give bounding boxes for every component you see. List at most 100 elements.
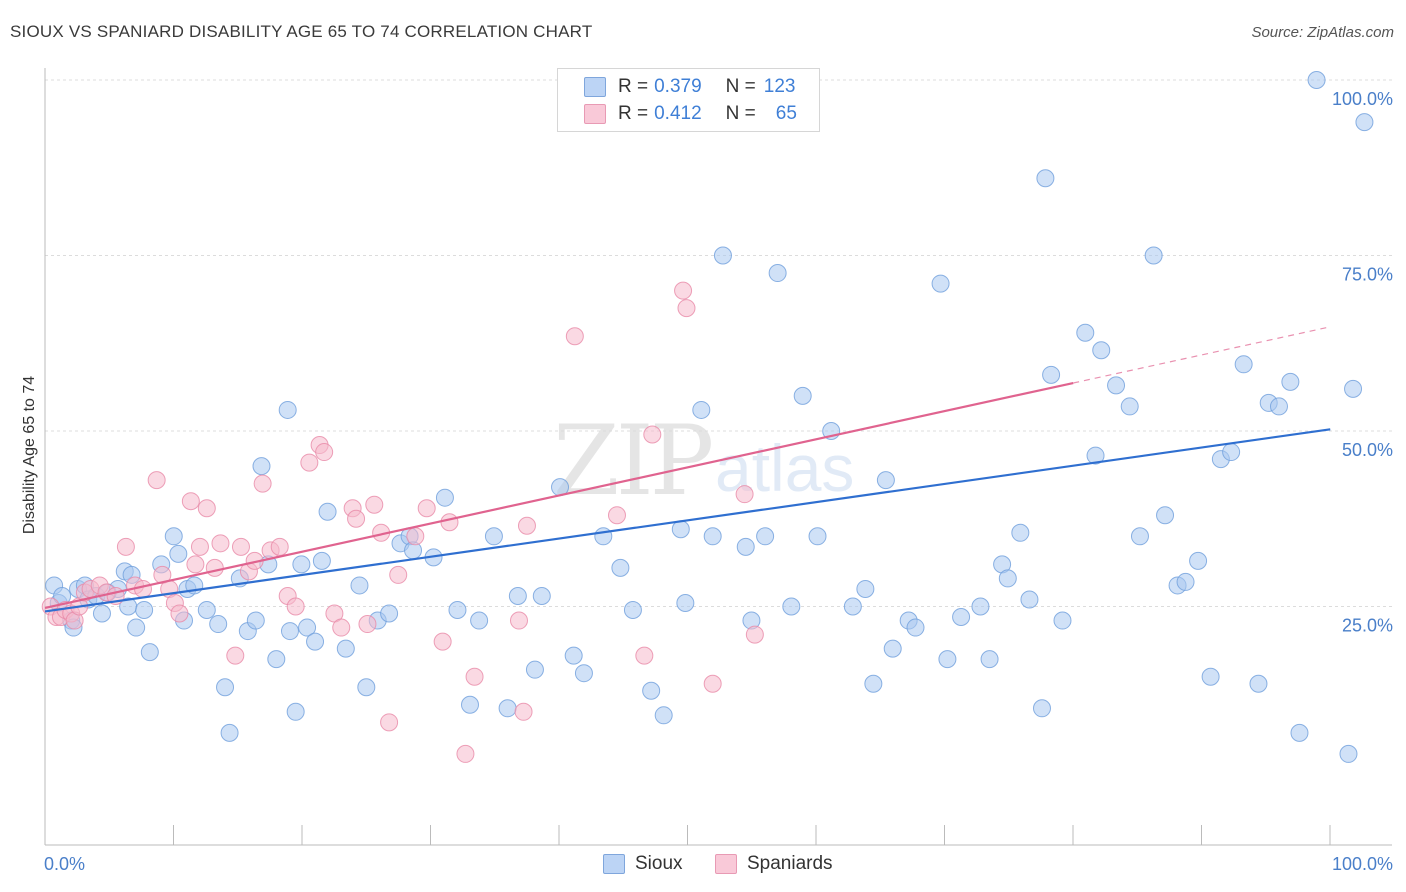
bottom-legend-swatch-sioux [603, 854, 625, 874]
sioux-point [642, 681, 661, 700]
sioux-point [671, 520, 690, 539]
sioux-point [470, 611, 489, 630]
spaniard-point [181, 492, 200, 511]
sioux-point [127, 618, 146, 637]
spaniard-point [315, 443, 334, 462]
sioux-point [1042, 365, 1061, 384]
grid-lines [45, 79, 1392, 607]
sioux-point [525, 660, 544, 679]
spaniard-point [745, 625, 764, 644]
legend: R = 0.379 N = 123 R = 0.412 N = 65 [557, 68, 820, 132]
y-tick-label: 50.0% [1342, 440, 1393, 460]
sioux-point [460, 695, 479, 714]
sioux-point [1249, 674, 1268, 693]
spaniard-point [300, 453, 319, 472]
sioux-point [574, 664, 593, 683]
sioux-point [843, 597, 862, 616]
sioux-point [1281, 372, 1300, 391]
spaniard-point [133, 579, 152, 598]
spaniard-point [406, 527, 425, 546]
sioux-point [1011, 523, 1030, 542]
sioux-point [1269, 397, 1288, 416]
bottom-legend-spaniards: Spaniards [715, 852, 833, 876]
spaniard-point [170, 604, 189, 623]
sioux-point [209, 615, 228, 634]
legend-n-value: 65 [775, 103, 797, 124]
legend-swatch-spaniards [584, 104, 606, 124]
sioux-point [318, 502, 337, 521]
sioux-point [864, 674, 883, 693]
sioux-point [1307, 71, 1326, 89]
spaniard-point [286, 597, 305, 616]
sioux-point [1020, 590, 1039, 609]
sioux-point [793, 386, 812, 405]
chart-title: SIOUX VS SPANIARD DISABILITY AGE 65 TO 7… [10, 22, 593, 41]
sioux-point [252, 457, 271, 476]
data-points [41, 71, 1374, 763]
bottom-legend-sioux: Sioux [603, 852, 683, 876]
trend-lines [44, 326, 1331, 613]
y-tick-label: 75.0% [1342, 265, 1393, 285]
sioux-point [498, 699, 517, 718]
y-tick-label: 25.0% [1342, 616, 1393, 636]
spaniard-point [417, 499, 436, 518]
sioux-point [1344, 379, 1363, 398]
spaniard-point [509, 611, 528, 630]
sioux-point [1086, 446, 1105, 465]
sioux-point [1355, 113, 1374, 132]
x-tick-label: 0.0% [44, 854, 85, 874]
sioux-point [286, 702, 305, 721]
spaniard-point [703, 674, 722, 693]
sioux-point [1201, 667, 1220, 686]
sioux-point [357, 678, 376, 697]
legend-row-sioux: R = 0.379 N = 123 [584, 74, 795, 100]
sioux-point [1120, 397, 1139, 416]
spaniard-point [677, 299, 696, 318]
spaniard-point [253, 474, 272, 493]
sioux-point [246, 611, 265, 630]
spaniard-point [186, 555, 205, 574]
sioux-point [1222, 443, 1241, 462]
spaniard-point [365, 495, 384, 514]
y-tick-label: 100.0% [1332, 89, 1393, 109]
sioux-point [736, 537, 755, 556]
spaniard-point [517, 516, 536, 535]
spaniard-point [465, 667, 484, 686]
sioux-point [197, 601, 216, 620]
sioux-point [220, 723, 239, 742]
sioux-point [654, 706, 673, 725]
spaniard-point [514, 702, 533, 721]
sioux-point [931, 274, 950, 293]
spaniard-point [565, 327, 584, 346]
tick-labels: 25.0% 50.0% 75.0% 100.0% 0.0% 100.0% [44, 89, 1393, 874]
sioux-point [782, 597, 801, 616]
sioux-point [703, 527, 722, 546]
spaniard-point [674, 281, 693, 300]
sioux-point [1107, 376, 1126, 395]
sioux-point [768, 264, 787, 283]
sioux-point [952, 608, 971, 627]
sioux-point [564, 646, 583, 665]
spaniard-point [226, 646, 245, 665]
sioux-point [448, 601, 467, 620]
sioux-point [169, 544, 188, 563]
spaniard-point [190, 537, 209, 556]
sioux-point [92, 604, 111, 623]
legend-r-label: R = [618, 103, 649, 124]
sioux-point [883, 639, 902, 658]
spaniard-point [440, 513, 459, 532]
sioux-point [306, 632, 325, 651]
legend-swatch-sioux [584, 77, 606, 97]
sioux-point [280, 622, 299, 641]
sioux-point [267, 650, 286, 669]
sioux-point [1053, 611, 1072, 630]
sioux-point [484, 527, 503, 546]
sioux-point [1156, 506, 1175, 525]
sioux-point [135, 601, 154, 620]
source-label: Source: ZipAtlas.com [1251, 24, 1394, 41]
sioux-point [278, 400, 297, 419]
sioux-point [938, 650, 957, 669]
sioux-point [216, 678, 235, 697]
sioux-point [350, 576, 369, 595]
sioux-point [713, 246, 732, 265]
